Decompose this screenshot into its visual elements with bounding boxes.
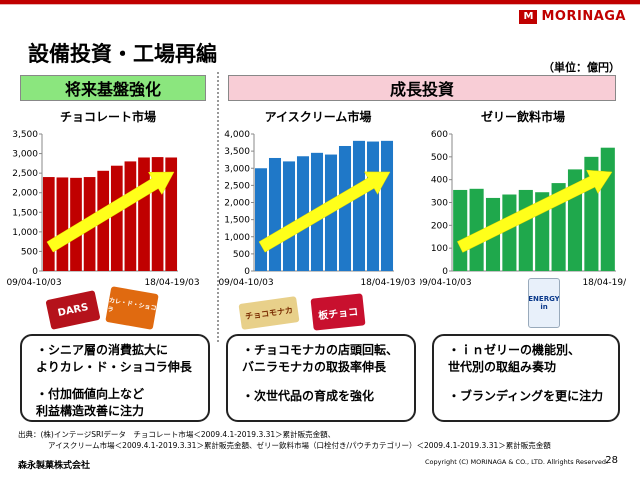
trend-arrow-icon [258, 171, 391, 253]
y-tick-label: 3,000 [224, 164, 250, 174]
note-item: ・ブランディングを更に注力 [448, 389, 604, 403]
bar [282, 161, 296, 271]
page-title: 設備投資・工場再編 [28, 42, 217, 66]
trend-arrow-icon [456, 169, 613, 253]
product-label: DARS [56, 301, 90, 319]
product-label: チョコモナカ [244, 305, 294, 321]
y-tick-label: 400 [431, 176, 448, 186]
ita-choco-product-image: 板チョコ [310, 293, 366, 331]
product-label: ENERGY in [528, 295, 560, 311]
x-tick-label: 18/04-19/03 [582, 278, 626, 288]
bar [110, 165, 123, 271]
y-tick-label: 1,500 [12, 208, 38, 218]
source-line-2: アイスクリーム市場＜2009.4.1-2019.3.31＞累計販売金額、ゼリー飲… [48, 441, 551, 450]
corporate-name: 森永製菓株式会社 [18, 461, 91, 471]
y-tick-label: 0 [32, 267, 38, 277]
x-tick-label: 18/04-19/03 [360, 278, 415, 288]
bar [352, 140, 366, 271]
y-tick-label: 500 [431, 153, 448, 163]
product-label: カレ・ド・ショコラ [106, 296, 157, 314]
logo-mark-icon: M [519, 9, 538, 24]
bar [469, 188, 484, 271]
bar [600, 147, 615, 271]
source-note: 出典：(株)インテージSRIデータ チョコレート市場＜2009.4.1-2019… [18, 429, 551, 451]
bar [268, 157, 282, 271]
y-tick-label: 4,000 [224, 130, 250, 140]
page-number: 28 [605, 455, 618, 466]
bar [124, 161, 137, 271]
y-tick-label: 500 [233, 250, 250, 260]
source-line-1: 出典：(株)インテージSRIデータ チョコレート市場＜2009.4.1-2019… [18, 430, 336, 439]
bar [453, 189, 468, 271]
copyright-notice: Copyright (C) MORINAGA & CO., LTD. Allri… [425, 458, 609, 466]
category-growth-investment: 成長投資 [228, 75, 616, 101]
y-tick-label: 300 [431, 199, 448, 209]
category-future-foundation: 将来基盤強化 [20, 75, 206, 101]
top-accent-line [0, 4, 640, 5]
y-tick-label: 2,000 [224, 199, 250, 209]
y-tick-label: 100 [431, 244, 448, 254]
note-item: ・チョコモナカの店頭回転、 バニラモナカの取扱率伸長 [242, 343, 399, 374]
bar [380, 140, 394, 271]
y-tick-label: 200 [431, 221, 448, 231]
y-tick-label: 3,000 [12, 150, 38, 160]
y-tick-label: 3,500 [12, 130, 38, 140]
x-tick-label: 09/04-10/03 [420, 278, 472, 288]
chart-title: アイスクリーム市場 [264, 110, 372, 124]
jelly-chart-svg: 0 100 200 300 400 500 600 09/04-10/03 18/04-19/0… [416, 130, 637, 288]
jelly-market-chart: ゼリー飲料市場 0 100 200 300 400 500 600 09/04-10/03 18… [416, 108, 637, 288]
top-accent-bar [0, 0, 640, 4]
trend-arrow-icon [46, 171, 175, 253]
y-tick-label: 3,500 [224, 147, 250, 157]
chocolate-market-chart: チョコレート市場 0 500 1,000 1,500 2,000 2,500 3,000 3,… [0, 108, 216, 288]
icecream-chart-svg: 0 500 1,000 1,500 2,000 2,500 3,000 3,500 4,000 0… [218, 130, 415, 288]
chart-title: ゼリー飲料市場 [480, 110, 565, 124]
bar [165, 157, 178, 271]
note-item: ・シニア層の消費拡大に よりカレ・ド・ショコラ伸長 [36, 343, 192, 374]
dars-product-image: DARS [45, 290, 101, 330]
jelly-notes-box: ・ｉｎゼリーの機能別、 世代別の取組み奏功 ・ブランディングを更に注力 [432, 334, 620, 422]
y-tick-label: 1,000 [12, 228, 38, 238]
y-tick-label: 0 [442, 267, 448, 277]
bar [518, 189, 533, 271]
y-tick-label: 0 [244, 267, 250, 277]
note-item: ・ｉｎゼリーの機能別、 世代別の取組み奏功 [448, 343, 581, 374]
icecream-notes-box: ・チョコモナカの店頭回転、 バニラモナカの取扱率伸長 ・次世代品の育成を強化 [226, 334, 416, 422]
unit-label: （単位：億円） [543, 61, 620, 74]
morinaga-logo: M MORINAGA [519, 9, 626, 24]
bar [296, 156, 310, 271]
product-label: 板チョコ [317, 306, 359, 322]
bar [254, 168, 268, 271]
bar [366, 141, 380, 271]
choco-monaka-product-image: チョコモナカ [238, 296, 300, 330]
y-tick-label: 2,500 [12, 169, 38, 179]
chart-title: チョコレート市場 [59, 110, 156, 124]
y-tick-label: 500 [21, 247, 38, 257]
bar [42, 177, 55, 271]
note-item: ・次世代品の育成を強化 [242, 389, 375, 403]
bar [502, 194, 517, 271]
in-jelly-product-image: ENERGY in [528, 278, 560, 328]
y-tick-label: 1,000 [224, 233, 250, 243]
bar [138, 157, 150, 271]
x-tick-label: 09/04-10/03 [6, 278, 61, 288]
chocolate-chart-svg: 0 500 1,000 1,500 2,000 2,500 3,000 3,500 09/04-… [6, 130, 199, 288]
bar [56, 177, 69, 271]
note-item: ・付加価値向上など 利益構造改善に注力 [36, 387, 145, 418]
y-tick-label: 2,000 [12, 189, 38, 199]
x-tick-label: 09/04-10/03 [218, 278, 273, 288]
y-tick-label: 2,500 [224, 181, 250, 191]
chocolate-notes-box: ・シニア層の消費拡大に よりカレ・ド・ショコラ伸長 ・付加価値向上など 利益構造… [20, 334, 210, 422]
y-tick-label: 600 [431, 130, 448, 140]
logo-text: MORINAGA [541, 9, 626, 24]
icecream-market-chart: アイスクリーム市場 0 500 1,000 1,500 2,000 2,500 3,000 3… [218, 108, 418, 288]
x-tick-label: 18/04-19/03 [144, 278, 199, 288]
carre-de-chocolat-product-image: カレ・ド・ショコラ [105, 286, 159, 330]
bar [338, 145, 352, 271]
section-divider [217, 72, 219, 342]
bar [151, 157, 164, 271]
y-tick-label: 1,500 [224, 216, 250, 226]
